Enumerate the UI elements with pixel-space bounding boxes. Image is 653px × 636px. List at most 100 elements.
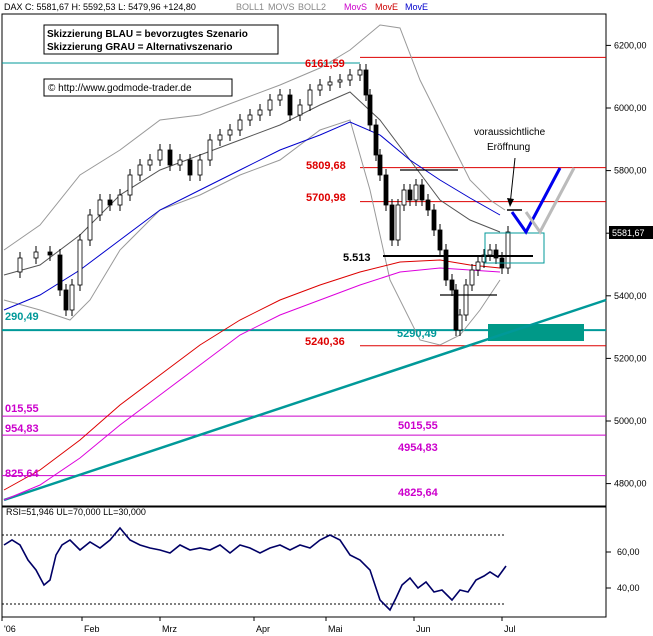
price-axis: 6200,006000,005800,005600,005400,005200,… [606, 40, 647, 489]
indicator-boll2: BOLL2 [298, 2, 326, 12]
left-label-4825: 825,64 [5, 468, 40, 480]
candle-body [457, 314, 463, 331]
candle-body [257, 109, 263, 116]
candle-body [227, 129, 233, 136]
rsi-line [3, 526, 507, 612]
candle-body [383, 174, 389, 206]
copyright-box: © http://www.godmode-trader.de [43, 78, 233, 97]
candle-body [327, 81, 333, 86]
rsi-panel-frame [1, 506, 607, 618]
candle-body [237, 119, 243, 131]
rsi-tick-label-1: 40,00 [617, 583, 640, 593]
rsi-tick-label-0: 60,00 [617, 547, 640, 557]
candle-body [337, 79, 343, 83]
y-tick-label-0: 6200,00 [614, 40, 647, 50]
level-lines [2, 56, 606, 477]
scenario-legend-box [43, 24, 279, 55]
legend-line-gray: Skizzierung GRAU = Alternativszenario [47, 42, 233, 53]
x-tick-label-4: Mai [328, 624, 343, 634]
x-tick-label-3: Apr [256, 624, 270, 634]
annotation-arrow [509, 157, 516, 206]
indicator-move-blue: MovE [405, 2, 428, 12]
y-tick-label-6: 5000,00 [614, 416, 647, 426]
alternative-scenario-gray [524, 167, 576, 235]
candle-body [407, 189, 413, 201]
scenario-projection [507, 157, 576, 235]
candle-body [107, 199, 113, 206]
candle-body [177, 159, 183, 166]
candle-body [297, 104, 303, 116]
candle-body [449, 279, 455, 291]
label-6161: 6161,59 [305, 58, 345, 70]
candle-body [127, 174, 133, 196]
gap-box [484, 232, 545, 264]
candle-body [367, 94, 373, 126]
left-label-5290: 290,49 [5, 311, 39, 323]
candle-body [33, 251, 39, 259]
preferred-scenario-blue [510, 167, 562, 235]
candle-body [373, 124, 379, 156]
candle-body [137, 164, 143, 176]
annotation-arrow-head [507, 198, 514, 207]
annotation-line1: voraussichtliche [474, 127, 546, 138]
candle-body [443, 249, 449, 281]
candle-body [217, 134, 223, 141]
candle-body [167, 149, 173, 166]
label-5290: 5290,49 [397, 328, 437, 340]
candle-body [377, 154, 383, 176]
time-axis: '06 Feb Mrz Apr Mai Jun Jul [1, 617, 516, 634]
candle-body [431, 209, 437, 231]
moving-average-blue [3, 121, 501, 311]
x-tick-label-1: Feb [84, 624, 100, 634]
moving-average-magenta [3, 267, 501, 501]
label-5700: 5700,98 [306, 192, 346, 204]
y-tick-label-5: 5200,00 [614, 353, 647, 363]
candle-body [413, 184, 419, 201]
candle-body [357, 69, 363, 76]
last-price-tag: 5581,67 [609, 226, 653, 239]
indicator-movs: MOVS [268, 2, 295, 12]
support-zone [488, 324, 584, 341]
candle-body [267, 99, 273, 111]
indicator-movs-magenta: MovS [344, 2, 367, 12]
candle-body [401, 189, 407, 206]
candle-body [69, 284, 75, 311]
consolidation-lines [383, 169, 545, 296]
candle-body [287, 94, 293, 116]
left-label-5015: 015,55 [5, 403, 39, 415]
candle-body [363, 69, 369, 96]
candle-body [157, 149, 163, 161]
candle-body [317, 84, 323, 91]
label-5513: 5.513 [343, 252, 371, 264]
candle-body [463, 284, 469, 316]
candle-body [207, 139, 213, 161]
candle-body [395, 204, 401, 241]
y-tick-label-2: 5800,00 [614, 166, 647, 176]
bollinger-middle [3, 91, 501, 276]
rsi-label: RSI=51,946 UL=70,000 LL=30,000 [6, 507, 146, 517]
candle-body [487, 249, 493, 256]
x-tick-label-5: Jun [416, 624, 431, 634]
bollinger-lower [3, 119, 501, 346]
left-label-4954: 954,83 [5, 423, 39, 435]
candle-body [505, 231, 511, 269]
price-panel-frame [1, 13, 607, 507]
header-ohlc: C: 5581,67 H: 5592,53 L: 5479,96 +124,80 [25, 2, 196, 12]
candle-body [147, 159, 153, 166]
scenario-legend: Skizzierung BLAU = bevorzugtes Szenario … [43, 24, 279, 55]
candle-body [17, 257, 23, 273]
candle-body [307, 89, 313, 106]
indicator-boll1: BOLL1 [236, 2, 264, 12]
candle-body [453, 289, 459, 331]
label-4825: 4825,64 [398, 487, 439, 499]
candle-body [87, 214, 93, 241]
candlesticks [17, 64, 511, 336]
candle-body [437, 229, 443, 251]
candle-body [187, 159, 193, 176]
x-tick-label-0: '06 [4, 624, 16, 634]
long-term-trendline [3, 298, 607, 502]
rsi-axis: 60,00 40,00 [606, 547, 640, 593]
indicator-move-red: MovE [375, 2, 398, 12]
legend-line-blue: Skizzierung BLAU = bevorzugtes Szenario [47, 29, 248, 40]
